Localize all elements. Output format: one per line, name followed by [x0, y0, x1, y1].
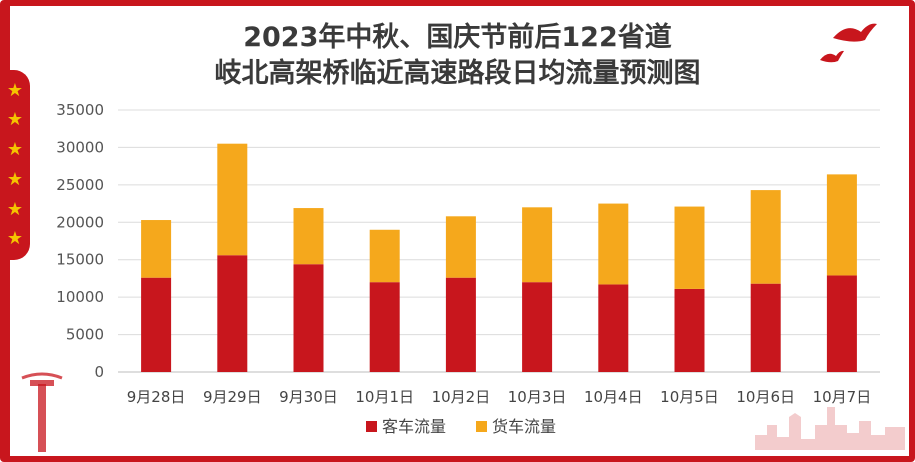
bar-passenger — [522, 282, 553, 372]
bar-passenger — [445, 277, 476, 372]
chart-title-line1: 2023年中秋、国庆节前后122省道 — [243, 22, 672, 53]
legend-swatch — [366, 421, 377, 432]
star-icon: ★ — [6, 79, 24, 101]
monument-icon — [21, 372, 63, 452]
star-icon: ★ — [6, 198, 24, 220]
bar-freight — [598, 203, 629, 285]
bar-freight — [293, 208, 324, 265]
bar-freight — [750, 190, 781, 284]
bar-passenger — [598, 284, 629, 372]
x-tick-label: 9月30日 — [279, 388, 338, 406]
y-tick-label: 15000 — [56, 251, 104, 269]
chart-title-line2: 岐北高架桥临近高速路段日均流量预测图 — [214, 58, 701, 89]
bar-freight — [522, 207, 553, 283]
bar-passenger — [826, 275, 857, 372]
star-icon: ★ — [6, 139, 24, 161]
x-tick-label: 9月29日 — [203, 388, 262, 406]
legend-swatch — [476, 421, 487, 432]
y-tick-label: 5000 — [66, 326, 104, 344]
bar-freight — [445, 216, 476, 278]
bar-passenger — [750, 283, 781, 372]
star-icon: ★ — [6, 109, 24, 131]
dove-icon — [833, 23, 877, 42]
bar-passenger — [141, 277, 172, 372]
bar-passenger — [369, 282, 400, 372]
y-tick-label: 35000 — [56, 101, 104, 119]
x-tick-label: 10月2日 — [432, 388, 491, 406]
x-tick-label: 10月4日 — [584, 388, 643, 406]
x-tick-label: 9月28日 — [127, 388, 186, 406]
city-skyline-icon — [755, 407, 905, 450]
bar-freight — [369, 229, 400, 283]
y-tick-label: 0 — [94, 363, 104, 381]
x-tick-label: 10月3日 — [508, 388, 567, 406]
bar-passenger — [293, 264, 324, 372]
x-tick-label: 10月6日 — [736, 388, 795, 406]
dove-icon — [820, 50, 844, 63]
x-tick-label: 10月7日 — [813, 388, 872, 406]
y-tick-label: 30000 — [56, 138, 104, 156]
star-icon: ★ — [6, 228, 24, 250]
bar-passenger — [217, 255, 248, 372]
star-strip: ★ ★ ★ ★ ★ ★ — [0, 70, 30, 260]
bar-freight — [217, 143, 248, 256]
bar-passenger — [674, 288, 705, 372]
bar-freight — [674, 206, 705, 289]
legend-label: 客车流量 — [382, 417, 446, 436]
bar-freight — [141, 220, 172, 278]
legend-label: 货车流量 — [492, 417, 556, 436]
y-tick-label: 25000 — [56, 176, 104, 194]
x-tick-label: 10月1日 — [355, 388, 414, 406]
y-tick-label: 20000 — [56, 213, 104, 231]
star-icon: ★ — [6, 168, 24, 190]
bar-freight — [826, 174, 857, 276]
x-tick-label: 10月5日 — [660, 388, 719, 406]
y-tick-label: 10000 — [56, 288, 104, 306]
